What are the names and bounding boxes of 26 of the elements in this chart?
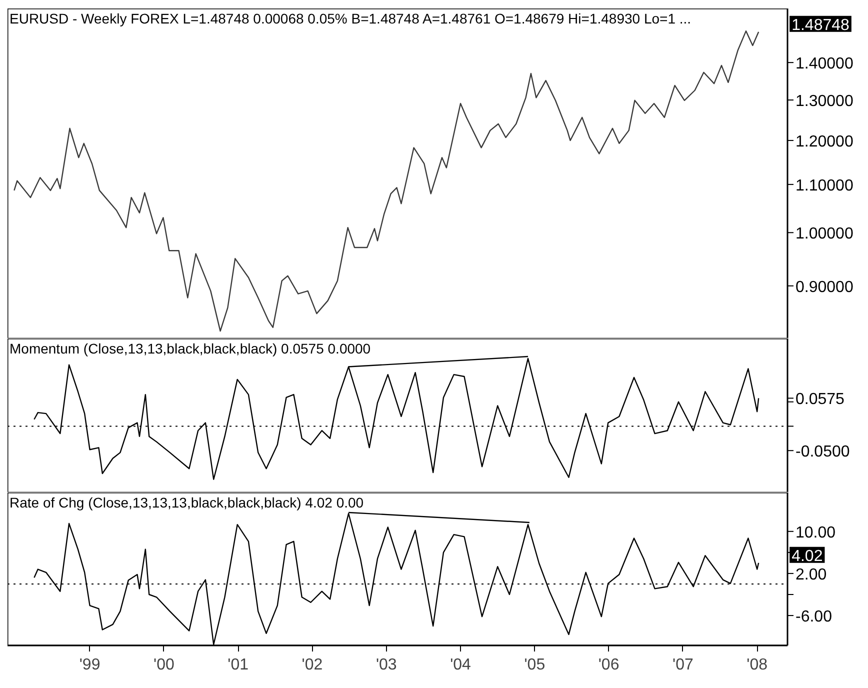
x-tick-label: '00 <box>154 656 174 674</box>
y-tick-label: -0.0500 <box>796 444 850 461</box>
x-tick-label: '01 <box>228 656 249 674</box>
chart-title: EURUSD - Weekly FOREX L=1.48748 0.00068 0.05% B=1.48748 A=1.48761 O=1.48679 Hi=1.48930 Lo=1 ... <box>10 10 692 26</box>
annotation: 4.02 <box>792 548 823 565</box>
annotation: 1.48748 <box>792 16 850 34</box>
x-tick-label: '03 <box>376 656 397 674</box>
y-tick-label: 2.00 <box>796 566 827 584</box>
x-tick-label: '02 <box>302 656 323 674</box>
y-tick-label: 0.0575 <box>796 391 845 408</box>
x-tick-label: '06 <box>598 656 620 674</box>
y-tick-label: -6.00 <box>796 608 832 626</box>
x-tick-label: '08 <box>746 656 768 674</box>
x-tick-label: '07 <box>672 656 694 674</box>
chart-title: Rate of Chg (Close,13,13,13,black,black,black) 4.02 0.00 <box>10 494 364 510</box>
y-tick-label: 1.40000 <box>796 56 854 73</box>
x-tick-label: '04 <box>450 656 472 674</box>
x-tick-label: '99 <box>79 656 100 674</box>
y-tick-label: 0.90000 <box>796 278 854 296</box>
y-tick-label: 1.00000 <box>796 226 854 243</box>
x-tick-label: '05 <box>524 656 546 674</box>
y-tick-label: 10.00 <box>796 524 836 542</box>
y-tick-label: 1.30000 <box>796 93 854 110</box>
y-tick-label: 1.20000 <box>796 133 854 150</box>
y-tick-label: 1.10000 <box>796 177 854 194</box>
chart-title: Momentum (Close,13,13,black,black,black) 0.0575 0.0000 <box>10 340 371 356</box>
